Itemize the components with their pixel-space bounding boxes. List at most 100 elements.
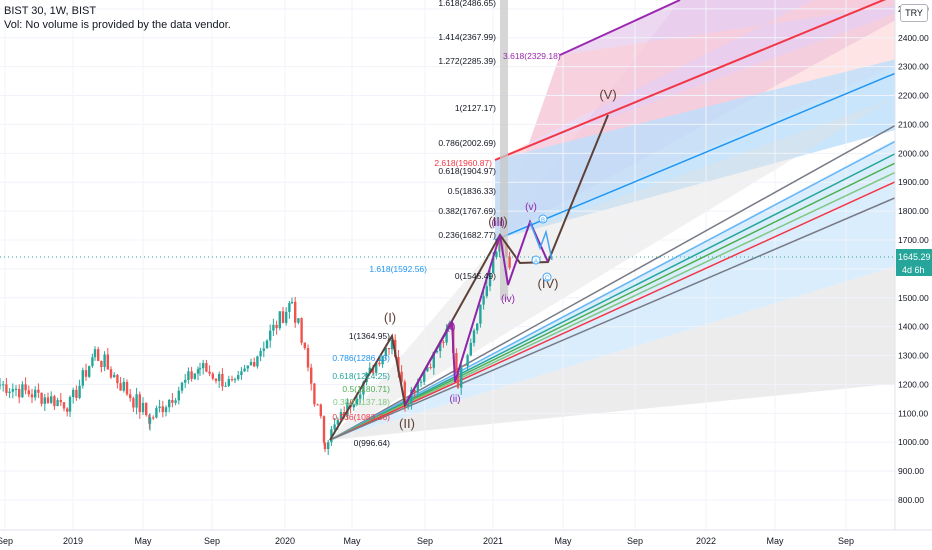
- candle-body: [0, 384, 2, 386]
- candle-body: [368, 367, 371, 373]
- time-axis-label: 2022: [696, 536, 716, 546]
- candle-body: [138, 394, 141, 413]
- pitchfork-line: [329, 181, 932, 441]
- candle-body: [485, 286, 488, 297]
- candle-body: [265, 340, 269, 349]
- currency-button[interactable]: TRY: [900, 4, 928, 22]
- fib-extension-label: 2.618(1960.87): [434, 158, 492, 168]
- candle-body: [281, 311, 285, 323]
- candle-body: [413, 389, 416, 393]
- candle-body: [445, 328, 448, 343]
- candle-body: [230, 379, 234, 381]
- candle-body: [214, 378, 218, 381]
- candle-body: [91, 357, 94, 367]
- current-price-tag: [896, 249, 932, 263]
- time-axis[interactable]: Sep 2019 May Sep 2020 May Sep 2021 May Sep 2022 May…: [0, 536, 854, 546]
- candle-body: [456, 372, 460, 388]
- pitchfork-line: [559, 0, 681, 56]
- candle-body: [492, 257, 495, 274]
- candle-body: [66, 408, 69, 412]
- candle-body: [43, 397, 46, 404]
- fib-lower-label: 0.236(1083.36): [332, 412, 390, 422]
- candle-body: [141, 402, 145, 413]
- candle-body: [161, 406, 164, 413]
- price-axis-label: 1900.00: [898, 177, 929, 187]
- candle-body: [416, 382, 419, 393]
- pitchfork-line: [329, 154, 932, 441]
- sub-wave-label: C: [545, 276, 550, 282]
- candle-body: [381, 355, 384, 365]
- candle-body: [2, 384, 5, 386]
- candle-body: [355, 398, 359, 405]
- fib-lower-label: 0.786(1286.13): [332, 353, 390, 363]
- price-axis-label: 900.00: [898, 466, 924, 476]
- candle-body: [294, 301, 297, 323]
- candle-body: [59, 400, 62, 403]
- time-axis-label: May: [554, 536, 572, 546]
- volume-note: Vol: No volume is provided by the data v…: [4, 19, 231, 31]
- price-axis-label: 2300.00: [898, 62, 929, 72]
- candle-body: [285, 311, 288, 323]
- candle-body: [240, 371, 243, 376]
- price-axis-label: 1500.00: [898, 293, 929, 303]
- candle-body: [145, 402, 148, 416]
- candle-body: [14, 388, 18, 390]
- time-axis-label: Sep: [0, 536, 13, 546]
- candle-body: [168, 399, 171, 408]
- pitchfork-line: [494, 0, 887, 161]
- price-axis-label: 1700.00: [898, 235, 929, 245]
- price-axis[interactable]: 2500.002400.002300.002200.002100.002000.…: [898, 4, 929, 505]
- fib-range-marker: [500, 0, 508, 300]
- fib-upper-label: 1.414(2367.99): [438, 32, 496, 42]
- minor-wave-label: (ii): [449, 394, 460, 405]
- candle-body: [171, 399, 174, 403]
- fib-upper-label: 0.5(1836.33): [448, 186, 496, 196]
- candle-body: [390, 339, 394, 350]
- sub-wave-marker: [538, 214, 548, 224]
- candle-body: [97, 349, 100, 361]
- candle-body: [75, 389, 78, 398]
- candle-body: [155, 407, 158, 418]
- candle-body: [46, 397, 50, 403]
- candle-body: [84, 370, 88, 377]
- candle-body: [208, 371, 211, 374]
- time-axis-label: Sep: [417, 536, 433, 546]
- candle-body: [187, 371, 190, 380]
- candle-body: [333, 424, 336, 430]
- candle-body: [313, 383, 316, 405]
- candle-body: [88, 366, 91, 377]
- candle-body: [129, 394, 132, 399]
- candle-body: [205, 363, 208, 372]
- candle-body: [53, 396, 56, 407]
- symbol-title: BIST 30, 1W, BIST: [4, 5, 97, 17]
- candle-body: [113, 374, 116, 378]
- candle-body: [174, 400, 177, 403]
- minor-wave-label: (v): [525, 202, 537, 213]
- minor-wave-label: (iv): [501, 294, 515, 305]
- candle-body: [323, 442, 327, 450]
- candle-body: [177, 390, 180, 401]
- candle-body: [343, 412, 346, 417]
- candle-body: [488, 273, 492, 287]
- time-axis-label: May: [134, 536, 152, 546]
- candle-body: [50, 396, 53, 403]
- candle-body: [184, 379, 187, 383]
- candle-body: [227, 379, 230, 386]
- candle-body: [362, 382, 365, 395]
- minor-wave-label: (iii): [491, 218, 504, 229]
- candle-body: [371, 367, 375, 373]
- candle-body: [352, 404, 355, 408]
- candle-body: [62, 402, 66, 409]
- fib-lower-label: 0.382(1137.18): [333, 397, 390, 407]
- fib-upper-label: 0.236(1682.77): [438, 230, 496, 240]
- pitchfork-line: [329, 104, 932, 441]
- candle-body: [322, 416, 326, 443]
- candle-body: [269, 330, 272, 341]
- candle-body: [100, 360, 103, 368]
- fib-extension-label: 1.618(1592.56): [369, 264, 427, 274]
- candle-body: [8, 391, 11, 393]
- candle-body: [278, 311, 281, 329]
- candle-body: [106, 354, 109, 370]
- candle-body: [158, 406, 161, 408]
